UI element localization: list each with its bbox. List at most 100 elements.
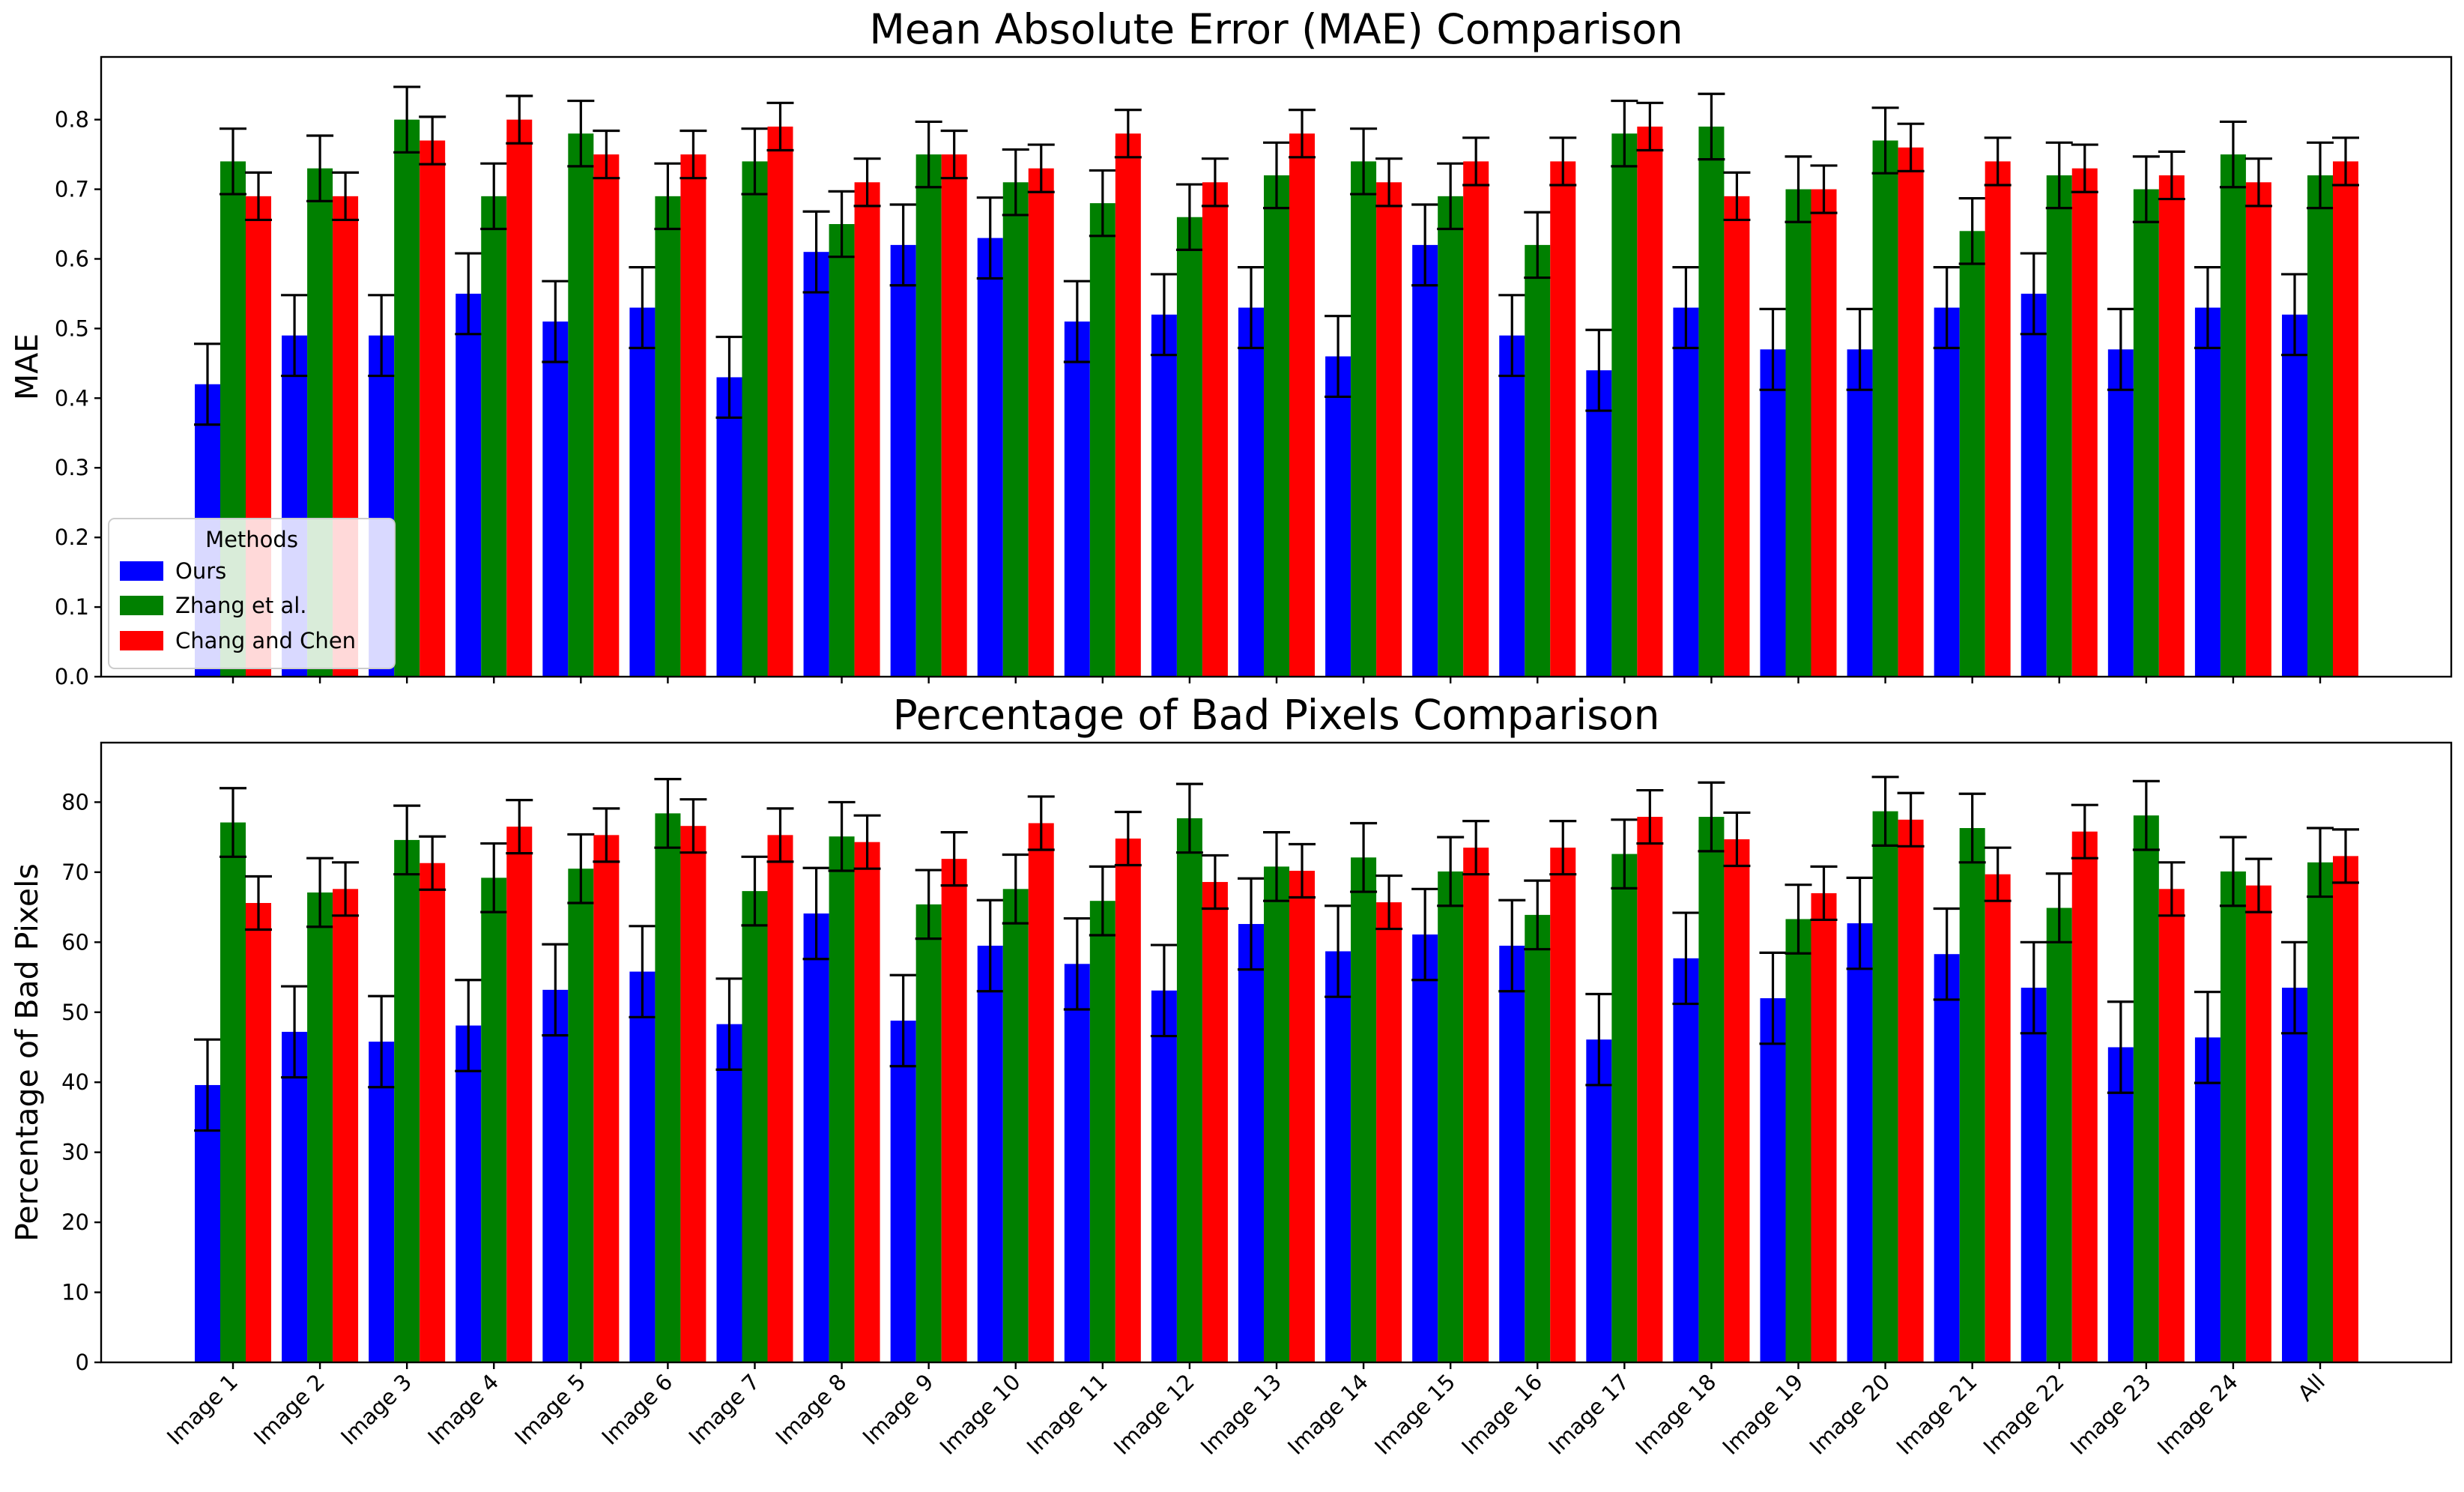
bar-chang-and-chen-9 xyxy=(941,859,967,1362)
error-bar xyxy=(1897,122,1925,172)
y-tick-label: 0.0 xyxy=(55,664,89,689)
bar-zhang-et-al--15 xyxy=(1438,871,1464,1362)
bar-chang-and-chen-19 xyxy=(1811,893,1837,1362)
error-bar xyxy=(1027,143,1055,193)
error-bar xyxy=(306,857,334,928)
error-bar xyxy=(2281,940,2308,1035)
bar-ours-25 xyxy=(2282,988,2307,1362)
error-bar xyxy=(2020,252,2047,336)
y-tick-label: 30 xyxy=(61,1140,89,1165)
bar-ours-15 xyxy=(1412,934,1438,1362)
legend-swatch xyxy=(120,561,163,581)
error-bar xyxy=(1810,865,1838,922)
legend-swatch xyxy=(120,631,163,650)
error-bar xyxy=(1263,831,1290,902)
error-bar xyxy=(1114,109,1142,159)
bar-zhang-et-al--12 xyxy=(1176,818,1202,1362)
error-bar xyxy=(393,85,421,154)
y-tick-label: 0.7 xyxy=(55,177,89,202)
bar-ours-21 xyxy=(1934,954,1960,1362)
bar-ours-22 xyxy=(2020,988,2047,1362)
bar-chang-and-chen-3 xyxy=(420,863,446,1362)
error-bar xyxy=(802,866,830,961)
bar-ours-9 xyxy=(890,1020,916,1362)
error-bar xyxy=(1958,792,1986,864)
error-bar xyxy=(1350,821,1378,893)
error-bar xyxy=(306,134,334,202)
error-bar xyxy=(2307,141,2334,210)
bar-chang-and-chen-25 xyxy=(2333,161,2358,677)
bar-chang-and-chen-15 xyxy=(1463,848,1489,1362)
bar-ours-25 xyxy=(2282,314,2307,677)
error-bar xyxy=(2107,307,2134,391)
error-bar xyxy=(679,798,707,854)
bar-zhang-et-al--4 xyxy=(481,878,507,1362)
error-bar xyxy=(194,342,221,426)
error-bar xyxy=(1846,876,1874,970)
error-bar xyxy=(194,1038,221,1132)
error-bar xyxy=(766,807,794,863)
bar-zhang-et-al--17 xyxy=(1611,133,1638,677)
y-tick-label: 0 xyxy=(76,1350,89,1375)
error-bar xyxy=(1723,811,1751,868)
bar-ours-9 xyxy=(890,244,916,677)
bar-ours-7 xyxy=(716,1024,742,1362)
error-bar xyxy=(593,129,620,180)
error-bar xyxy=(802,210,830,294)
bar-chang-and-chen-13 xyxy=(1289,871,1315,1362)
bar-ours-19 xyxy=(1760,349,1786,677)
error-bar xyxy=(567,99,595,168)
error-bar xyxy=(245,875,272,931)
bar-zhang-et-al--14 xyxy=(1351,857,1377,1362)
bar-chang-and-chen-2 xyxy=(333,889,359,1362)
error-bar xyxy=(2020,940,2047,1035)
bar-ours-6 xyxy=(629,971,656,1362)
bar-ours-22 xyxy=(2020,293,2047,677)
y-axis-label: Percentage of Bad Pixels xyxy=(9,863,45,1242)
bar-ours-18 xyxy=(1673,307,1699,677)
error-bar xyxy=(1871,776,1899,847)
bar-zhang-et-al--16 xyxy=(1525,914,1551,1362)
error-bar xyxy=(1636,788,1664,845)
error-bar xyxy=(741,127,769,196)
bar-zhang-et-al--9 xyxy=(915,154,942,677)
bar-ours-16 xyxy=(1499,945,1525,1362)
bar-chang-and-chen-16 xyxy=(1550,161,1576,677)
error-bar xyxy=(1698,781,1725,853)
error-bar xyxy=(2332,828,2359,884)
bar-ours-19 xyxy=(1760,998,1786,1362)
bar-chang-and-chen-23 xyxy=(2158,889,2185,1362)
bar-ours-7 xyxy=(716,377,742,677)
error-bar xyxy=(889,973,917,1068)
bar-chang-and-chen-1 xyxy=(246,902,271,1362)
error-bar xyxy=(1238,877,1265,971)
bar-zhang-et-al--11 xyxy=(1089,203,1116,677)
chart-title: Mean Absolute Error (MAE) Comparison xyxy=(869,5,1683,53)
error-bar xyxy=(1984,136,2012,187)
error-bar xyxy=(1238,266,1265,350)
series-ours xyxy=(194,866,2308,1362)
bar-chang-and-chen-24 xyxy=(2245,885,2271,1362)
bar-chang-and-chen-3 xyxy=(420,140,446,677)
error-bar xyxy=(1810,164,1838,214)
y-tick-label: 40 xyxy=(61,1069,89,1095)
error-bar xyxy=(1933,266,1961,350)
error-bar xyxy=(1002,148,1029,217)
error-bar xyxy=(889,203,917,287)
bar-zhang-et-al--20 xyxy=(1872,811,1898,1362)
legend-box xyxy=(108,518,396,669)
error-bar xyxy=(1549,136,1577,187)
y-tick-label: 50 xyxy=(61,1000,89,1025)
bar-zhang-et-al--8 xyxy=(829,836,855,1362)
series-chang-and-chen xyxy=(245,788,2359,1362)
error-bar xyxy=(419,835,447,891)
error-bar xyxy=(1150,273,1178,357)
error-bar xyxy=(1263,141,1290,210)
error-bar xyxy=(2045,141,2073,210)
bar-zhang-et-al--5 xyxy=(568,133,594,677)
bar-chang-and-chen-12 xyxy=(1202,881,1228,1362)
bar-chang-and-chen-4 xyxy=(506,119,533,677)
bar-chang-and-chen-21 xyxy=(1985,161,2011,677)
error-bar xyxy=(2281,273,2308,357)
